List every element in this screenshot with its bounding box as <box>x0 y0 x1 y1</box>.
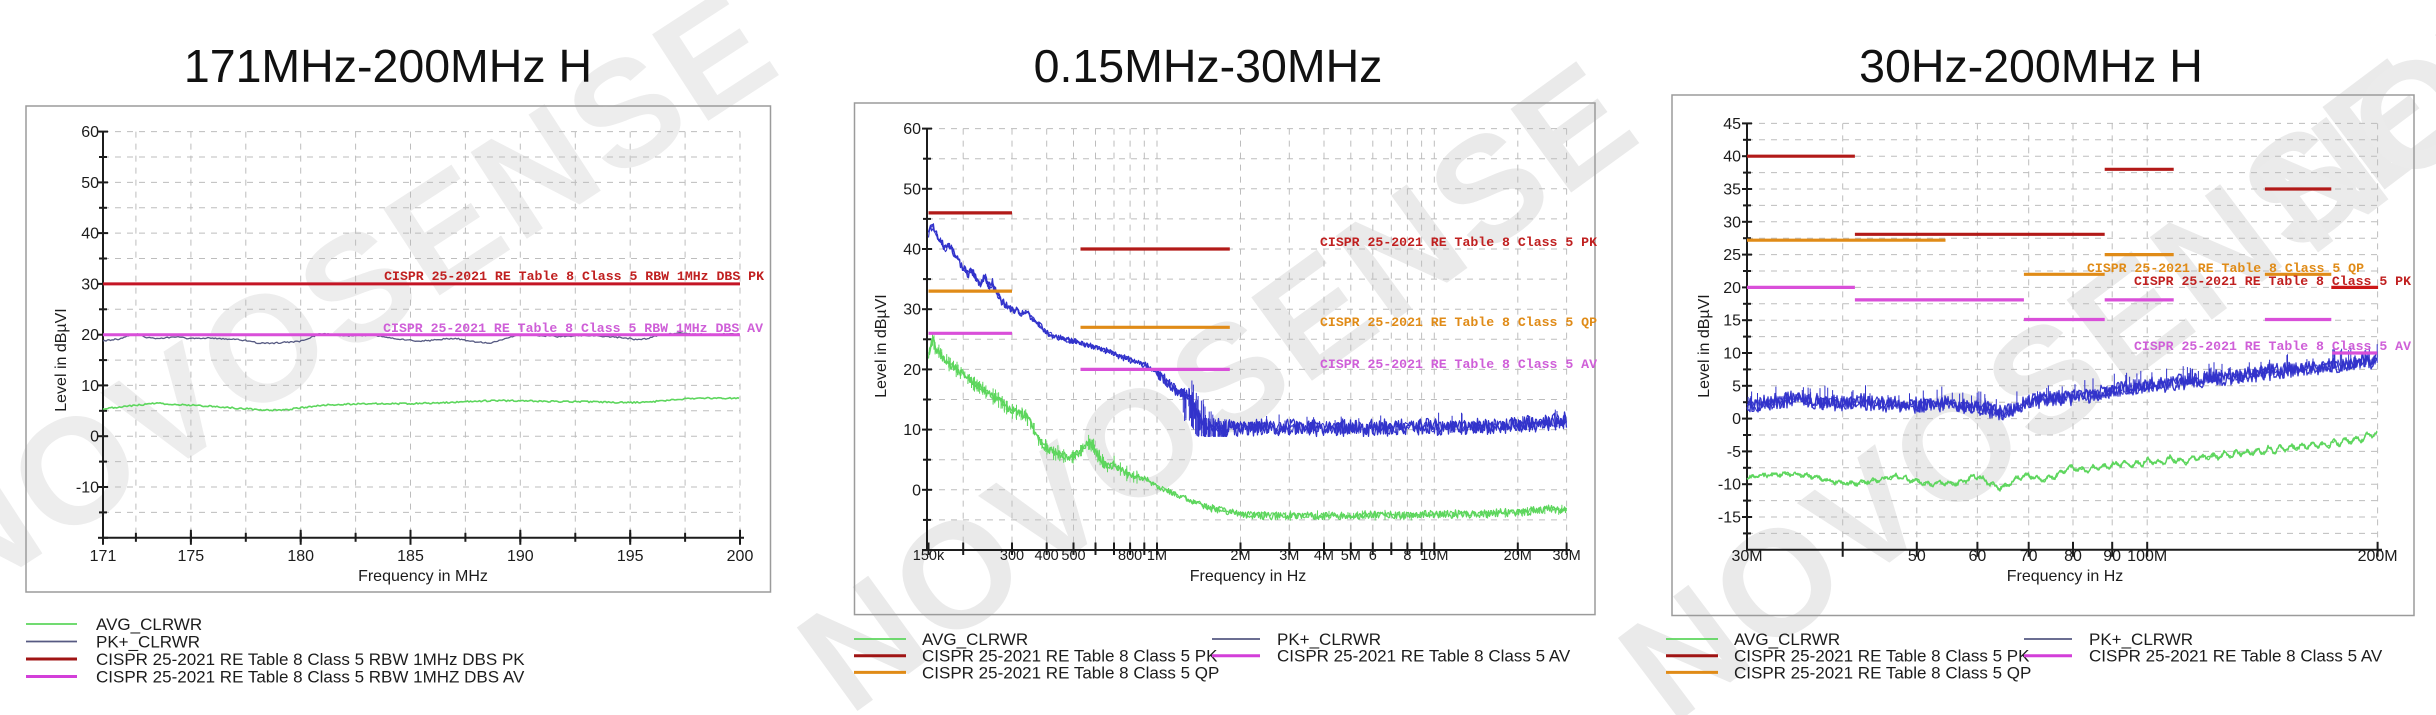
svg-text:CISPR 25-2021 RE Table 8 Class: CISPR 25-2021 RE Table 8 Class 5 AV <box>2134 339 2411 354</box>
svg-text:Level in dBµVI: Level in dBµVI <box>1696 294 1713 398</box>
svg-text:30M: 30M <box>1731 548 1762 565</box>
svg-text:-15: -15 <box>1718 510 1741 527</box>
svg-text:30: 30 <box>81 276 99 293</box>
svg-text:180: 180 <box>287 548 314 565</box>
svg-text:200: 200 <box>727 548 754 565</box>
svg-text:5: 5 <box>1732 378 1741 395</box>
svg-text:-5: -5 <box>1727 444 1741 461</box>
svg-text:195: 195 <box>617 548 644 565</box>
svg-text:3M: 3M <box>1279 548 1299 564</box>
svg-text:171: 171 <box>90 548 117 565</box>
svg-text:90: 90 <box>2103 548 2121 565</box>
svg-text:Frequency in Hz: Frequency in Hz <box>2007 568 2124 585</box>
svg-text:171MHz-200MHz H: 171MHz-200MHz H <box>184 40 592 92</box>
svg-text:2M: 2M <box>1230 548 1250 564</box>
svg-text:AVG_CLRWR: AVG_CLRWR <box>96 615 202 634</box>
svg-text:50: 50 <box>1908 548 1926 565</box>
svg-text:CISPR 25-2021 RE Table 8 Class: CISPR 25-2021 RE Table 8 Class 5 PK <box>922 647 1218 666</box>
svg-text:30Hz-200MHz H: 30Hz-200MHz H <box>1859 40 2203 92</box>
svg-text:15: 15 <box>1723 313 1741 330</box>
svg-text:0: 0 <box>90 429 99 446</box>
svg-text:CISPR 25-2021 RE Table 8 Class: CISPR 25-2021 RE Table 8 Class 5 AV <box>2089 647 2383 666</box>
svg-text:Level in dBµVI: Level in dBµVI <box>873 294 890 398</box>
svg-text:300: 300 <box>1000 548 1024 564</box>
svg-text:Level in dBµVI: Level in dBµVI <box>53 308 70 412</box>
svg-text:0: 0 <box>1732 411 1741 428</box>
svg-text:6: 6 <box>1369 548 1377 564</box>
svg-text:CISPR 25-2021 RE Table 8 Class: CISPR 25-2021 RE Table 8 Class 5 RBW 1MH… <box>96 650 525 669</box>
svg-text:40: 40 <box>1723 149 1741 166</box>
svg-text:CISPR 25-2021 RE Table 8 Class: CISPR 25-2021 RE Table 8 Class 5 QP <box>1320 315 1597 330</box>
svg-text:CISPR 25-2021 RE Table 8 Class: CISPR 25-2021 RE Table 8 Class 5 QP <box>2087 261 2364 276</box>
svg-text:0.15MHz-30MHz: 0.15MHz-30MHz <box>1034 40 1383 92</box>
svg-text:150k: 150k <box>913 548 945 564</box>
svg-text:20: 20 <box>81 327 99 344</box>
svg-text:Frequency in MHz: Frequency in MHz <box>358 568 488 585</box>
svg-text:60: 60 <box>81 124 99 141</box>
svg-text:70: 70 <box>2020 548 2038 565</box>
svg-text:45: 45 <box>1723 116 1741 133</box>
svg-text:50: 50 <box>81 175 99 192</box>
svg-text:35: 35 <box>1723 182 1741 199</box>
svg-text:CISPR 25-2021 RE Table 8 Class: CISPR 25-2021 RE Table 8 Class 5 RBW 1MH… <box>96 668 525 687</box>
svg-text:60: 60 <box>1969 548 1987 565</box>
svg-text:CISPR 25-2021 RE Table 8 Class: CISPR 25-2021 RE Table 8 Class 5 AV <box>1277 647 1571 666</box>
svg-text:20M: 20M <box>1504 548 1532 564</box>
svg-text:10: 10 <box>1723 346 1741 363</box>
svg-text:Frequency in Hz: Frequency in Hz <box>1190 568 1307 585</box>
svg-text:100M: 100M <box>2127 548 2167 565</box>
svg-text:PK+_CLRWR: PK+_CLRWR <box>1277 630 1381 649</box>
svg-text:PK+_CLRWR: PK+_CLRWR <box>96 633 200 652</box>
svg-text:10M: 10M <box>1420 548 1448 564</box>
svg-text:400: 400 <box>1035 548 1059 564</box>
svg-text:190: 190 <box>507 548 534 565</box>
svg-text:185: 185 <box>397 548 424 565</box>
svg-text:10: 10 <box>903 422 921 439</box>
svg-text:30: 30 <box>903 302 921 319</box>
svg-text:CISPR 25-2021 RE Table 8 Class: CISPR 25-2021 RE Table 8 Class 5 QP <box>1734 663 2031 682</box>
svg-text:30: 30 <box>1723 214 1741 231</box>
svg-text:175: 175 <box>178 548 205 565</box>
svg-text:CISPR 25-2021 RE Table 8 Class: CISPR 25-2021 RE Table 8 Class 5 PK <box>2134 274 2411 289</box>
svg-text:40: 40 <box>81 226 99 243</box>
svg-text:8: 8 <box>1403 548 1411 564</box>
svg-text:5M: 5M <box>1341 548 1361 564</box>
svg-text:CISPR 25-2021 RE Table 8 Class: CISPR 25-2021 RE Table 8 Class 5 RBW 1MH… <box>384 269 764 284</box>
svg-text:CISPR 25-2021 RE Table 8 Class: CISPR 25-2021 RE Table 8 Class 5 AV <box>1320 357 1597 372</box>
svg-text:4M: 4M <box>1314 548 1334 564</box>
svg-text:500: 500 <box>1061 548 1085 564</box>
svg-text:-10: -10 <box>76 479 99 496</box>
svg-text:50: 50 <box>903 181 921 198</box>
svg-text:PK+_CLRWR: PK+_CLRWR <box>2089 630 2193 649</box>
svg-text:CISPR 25-2021 RE Table 8 Class: CISPR 25-2021 RE Table 8 Class 5 QP <box>922 663 1219 682</box>
svg-text:1M: 1M <box>1147 548 1167 564</box>
svg-text:10: 10 <box>81 378 99 395</box>
svg-text:CISPR 25-2021 RE Table 8 Class: CISPR 25-2021 RE Table 8 Class 5 RBW 1MH… <box>383 321 763 336</box>
svg-text:30M: 30M <box>1552 548 1580 564</box>
svg-text:CISPR 25-2021 RE Table 8 Class: CISPR 25-2021 RE Table 8 Class 5 PK <box>1320 235 1597 250</box>
svg-text:25: 25 <box>1723 247 1741 264</box>
svg-text:20: 20 <box>1723 280 1741 297</box>
svg-text:AVG_CLRWR: AVG_CLRWR <box>1734 630 1840 649</box>
svg-text:-10: -10 <box>1718 477 1741 494</box>
svg-text:20: 20 <box>903 362 921 379</box>
svg-text:80: 80 <box>2064 548 2082 565</box>
svg-text:CISPR 25-2021 RE Table 8 Class: CISPR 25-2021 RE Table 8 Class 5 PK <box>1734 647 2030 666</box>
svg-text:800: 800 <box>1118 548 1142 564</box>
svg-text:60: 60 <box>903 121 921 138</box>
svg-text:40: 40 <box>903 242 921 259</box>
svg-text:0: 0 <box>912 482 921 499</box>
svg-text:AVG_CLRWR: AVG_CLRWR <box>922 630 1028 649</box>
svg-text:200M: 200M <box>2358 548 2398 565</box>
